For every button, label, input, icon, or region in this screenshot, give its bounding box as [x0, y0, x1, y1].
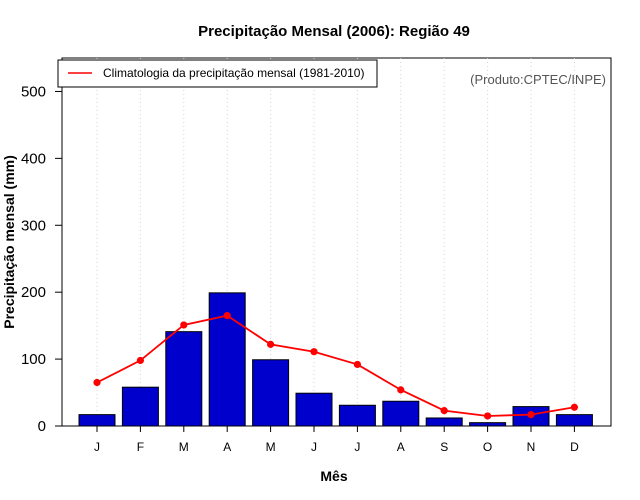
- y-axis-label: Precipitação mensal (mm): [1, 155, 17, 329]
- y-tick-label: 300: [21, 217, 46, 234]
- climatology-point-6: [310, 348, 318, 356]
- climatology-point-3: [180, 321, 188, 329]
- grid-lines: [96, 58, 575, 426]
- bar-5: [252, 359, 290, 427]
- bar-6: [295, 392, 333, 427]
- y-tick-label: 200: [21, 284, 46, 301]
- y-tick-label: 0: [38, 418, 46, 435]
- climatology-line-path: [96, 314, 575, 417]
- climatology-point-5: [267, 340, 275, 348]
- x-tick-label: O: [483, 440, 492, 454]
- bar-8: [382, 400, 420, 427]
- y-tick-label: 500: [21, 83, 46, 100]
- bar-2: [121, 386, 159, 427]
- climatology-point-7: [353, 360, 361, 369]
- x-tick-label: J: [311, 440, 317, 454]
- source-annotation: (Produto:CPTEC/INPE): [470, 72, 606, 87]
- x-tick-label: F: [137, 440, 144, 454]
- x-tick-label: A: [397, 440, 405, 454]
- bar-3: [165, 331, 203, 427]
- x-tick-label: M: [266, 440, 276, 454]
- climatology-point-11: [527, 411, 535, 419]
- y-tick-label: 400: [21, 150, 46, 167]
- bars-group: [78, 292, 593, 427]
- x-tick-label: S: [440, 440, 448, 454]
- x-axis-label: Mês: [320, 468, 347, 484]
- y-axis: 0 100 200 300 400 500: [21, 83, 62, 435]
- y-tick-label: 100: [21, 351, 46, 368]
- bar-10: [469, 422, 507, 427]
- chart-title: Precipitação Mensal (2006): Região 49: [198, 23, 470, 40]
- x-tick-label: J: [354, 440, 360, 454]
- bar-7: [338, 404, 376, 427]
- legend: Climatologia da precipitação mensal (198…: [57, 59, 378, 88]
- legend-box: [57, 59, 378, 88]
- climatology-point-9: [440, 407, 448, 415]
- x-tick-label: D: [570, 440, 579, 454]
- climatology-point-12: [570, 403, 579, 411]
- climatology-point-4: [223, 312, 231, 320]
- climatology-series: [93, 312, 579, 420]
- plot-frame: [61, 57, 612, 427]
- climatology-point-10: [484, 412, 492, 420]
- climatology-point-8: [397, 386, 405, 394]
- x-tick-label: M: [179, 440, 189, 454]
- x-tick-label: A: [223, 440, 231, 454]
- bar-9: [425, 417, 463, 427]
- bar-1: [78, 414, 116, 427]
- bar-12: [555, 414, 593, 427]
- x-tick-label: J: [94, 440, 100, 454]
- legend-label-climatology: Climatologia da precipitação mensal (198…: [103, 66, 364, 80]
- climatology-point-1: [93, 378, 101, 387]
- x-tick-label: N: [527, 440, 536, 454]
- climatology-point-2: [136, 356, 144, 365]
